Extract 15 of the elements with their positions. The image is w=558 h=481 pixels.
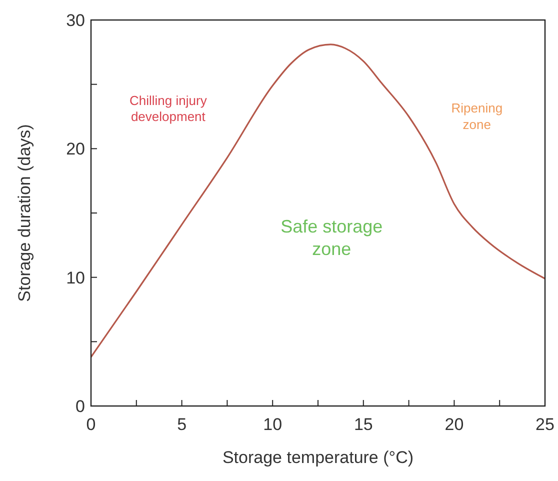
x-tick-label: 25 <box>536 415 554 434</box>
y-tick-label: 30 <box>66 11 85 30</box>
y-axis-title: Storage duration (days) <box>15 124 34 302</box>
x-tick-label: 15 <box>354 415 373 434</box>
x-tick-label: 5 <box>177 415 187 434</box>
annotation: Chilling injury development <box>130 92 208 124</box>
x-axis-title: Storage temperature (°C) <box>222 448 414 467</box>
line-series <box>90 44 546 358</box>
y-tick-label: 20 <box>66 140 85 159</box>
annotation: Ripening zone <box>451 100 503 132</box>
y-tick-label: 0 <box>76 397 85 416</box>
x-tick-label: 20 <box>444 415 464 434</box>
x-tick-label: 10 <box>263 415 282 434</box>
annotation: Safe storage zone <box>280 216 383 259</box>
y-tick-label: 10 <box>66 268 85 288</box>
